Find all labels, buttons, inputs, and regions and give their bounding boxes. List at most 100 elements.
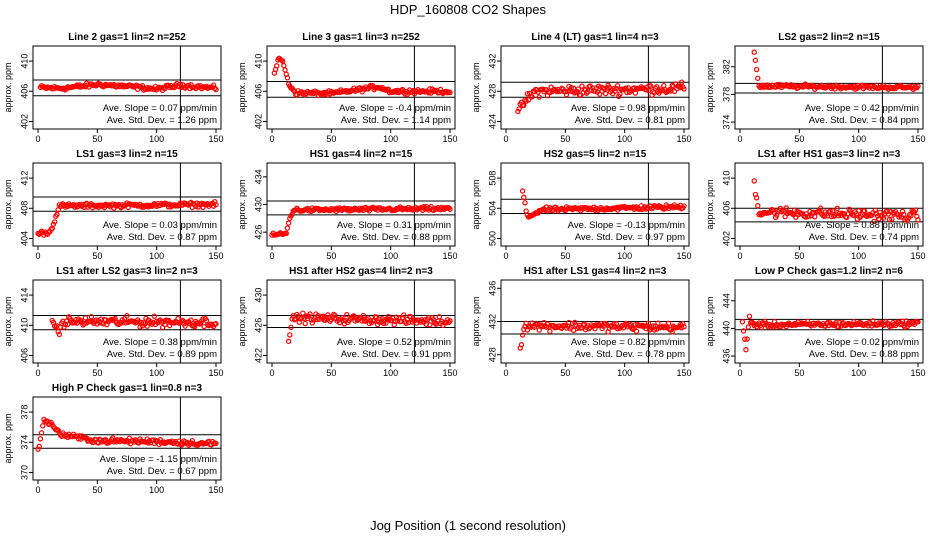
data-point <box>681 324 687 330</box>
data-point <box>755 75 761 81</box>
data-point <box>642 323 648 329</box>
slope-annotation: Ave. Slope = -1.15 ppm/min <box>100 454 217 465</box>
data-point <box>81 204 87 211</box>
data-point <box>55 427 61 434</box>
y-tick-label: 370 <box>19 465 29 480</box>
data-point <box>447 318 453 324</box>
stddev-annotation: Ave. Std. Dev. = 0.67 ppm <box>107 466 217 477</box>
data-point <box>770 207 776 213</box>
data-point <box>434 321 440 327</box>
data-point <box>213 321 219 327</box>
data-point <box>543 324 550 330</box>
slope-annotation: Ave. Slope = 0.42 ppm/min <box>805 103 919 114</box>
chart-panel: High P Check gas=1 lin=0.8 n=3 0 50 100 150 3… <box>3 383 224 495</box>
plot-frame <box>32 162 222 247</box>
data-point <box>64 321 71 328</box>
data-point <box>586 325 592 332</box>
data-point <box>104 321 110 328</box>
y-tick-label: 426 <box>253 318 263 333</box>
x-tick-label: 100 <box>617 251 632 261</box>
x-tick-label: 0 <box>737 251 742 261</box>
x-tick-label: 50 <box>560 368 570 378</box>
data-point <box>284 75 291 81</box>
data-point <box>36 443 42 450</box>
y-tick-label: 404 <box>19 231 29 246</box>
y-tick-label: 434 <box>253 169 263 184</box>
data-point <box>279 58 286 64</box>
data-point <box>645 320 652 327</box>
y-tick-label: 436 <box>721 349 731 364</box>
data-point <box>678 79 685 85</box>
x-tick-label: 100 <box>851 368 866 378</box>
x-tick-label: 100 <box>149 251 164 261</box>
y-tick-label: 436 <box>487 281 497 296</box>
stddev-annotation: Ave. Std. Dev. = 0.89 ppm <box>107 349 217 360</box>
x-tick-label: 150 <box>676 134 691 144</box>
data-point <box>436 314 443 320</box>
stddev-annotation: Ave. Std. Dev. = 0.87 ppm <box>107 232 217 243</box>
data-point <box>739 319 746 325</box>
x-tick-label: 50 <box>92 251 102 261</box>
y-tick-label: 402 <box>253 114 263 129</box>
data-point <box>37 436 44 442</box>
panel-title: LS1 after HS1 gas=3 lin=2 n=3 <box>758 149 901 160</box>
y-tick-label: 402 <box>19 114 29 129</box>
data-point <box>521 102 527 109</box>
data-point <box>212 85 218 92</box>
data-point <box>35 446 41 452</box>
data-point <box>339 314 345 321</box>
panel-title: LS1 gas=3 lin=2 n=15 <box>76 149 178 160</box>
data-point <box>611 85 617 92</box>
data-point <box>604 85 610 91</box>
y-axis-label: approx. ppm <box>237 296 247 346</box>
x-tick-label: 100 <box>149 134 164 144</box>
y-axis-label: approx. ppm <box>471 296 481 346</box>
y-tick-label: 430 <box>253 197 263 212</box>
data-point <box>522 200 528 206</box>
data-point <box>753 195 760 201</box>
data-point <box>521 194 527 201</box>
x-tick-label: 0 <box>35 134 40 144</box>
x-tick-label: 50 <box>92 134 102 144</box>
data-point <box>380 320 387 327</box>
scatter-points <box>35 416 219 452</box>
data-point <box>281 62 287 69</box>
x-tick-label: 150 <box>208 251 223 261</box>
x-tick-label: 50 <box>560 251 570 261</box>
data-point <box>140 87 147 93</box>
panel-title: Line 2 gas=1 lin=2 n=252 <box>68 32 186 43</box>
data-point <box>654 84 660 90</box>
y-tick-label: 382 <box>721 59 731 74</box>
data-point <box>399 314 406 321</box>
y-tick-label: 422 <box>253 348 263 363</box>
stddev-annotation: Ave. Std. Dev. = 1.26 ppm <box>107 115 217 126</box>
scatter-points <box>517 319 687 351</box>
data-point <box>567 88 573 94</box>
data-point <box>378 206 384 212</box>
x-tick-label: 50 <box>794 251 804 261</box>
slope-annotation: Ave. Slope = 0.52 ppm/min <box>337 337 451 348</box>
y-axis-label: approx. ppm <box>3 413 13 463</box>
panel-title: HS1 gas=4 lin=2 n=15 <box>310 149 413 160</box>
data-point <box>212 199 218 205</box>
data-point <box>519 188 526 194</box>
chart-panel: HS1 after LS1 gas=4 lin=2 n=3 0 50 100 150 42… <box>471 266 692 378</box>
data-point <box>516 106 522 112</box>
data-point <box>529 94 535 100</box>
y-axis-label: approx. ppm <box>3 296 13 346</box>
stddev-annotation: Ave. Std. Dev. = 0.91 ppm <box>341 349 451 360</box>
chart-panel: LS1 after HS1 gas=3 lin=2 n=3 0 50 100 150 40… <box>705 149 926 261</box>
plot-frame <box>500 45 690 130</box>
data-point <box>681 86 687 92</box>
plot-frame <box>734 162 924 247</box>
data-point <box>290 87 297 93</box>
chart-panel: HS1 gas=4 lin=2 n=15 0 50 100 150 426 430 434 ap… <box>237 149 458 261</box>
x-tick-label: 0 <box>503 134 508 144</box>
data-point <box>518 342 525 348</box>
slope-annotation: Ave. Slope = 0.82 ppm/min <box>571 337 685 348</box>
data-point <box>872 207 878 214</box>
data-point <box>524 91 531 97</box>
data-point <box>348 207 355 214</box>
data-point <box>644 323 650 329</box>
stddev-annotation: Ave. Std. Dev. = 0.97 ppm <box>575 232 685 243</box>
